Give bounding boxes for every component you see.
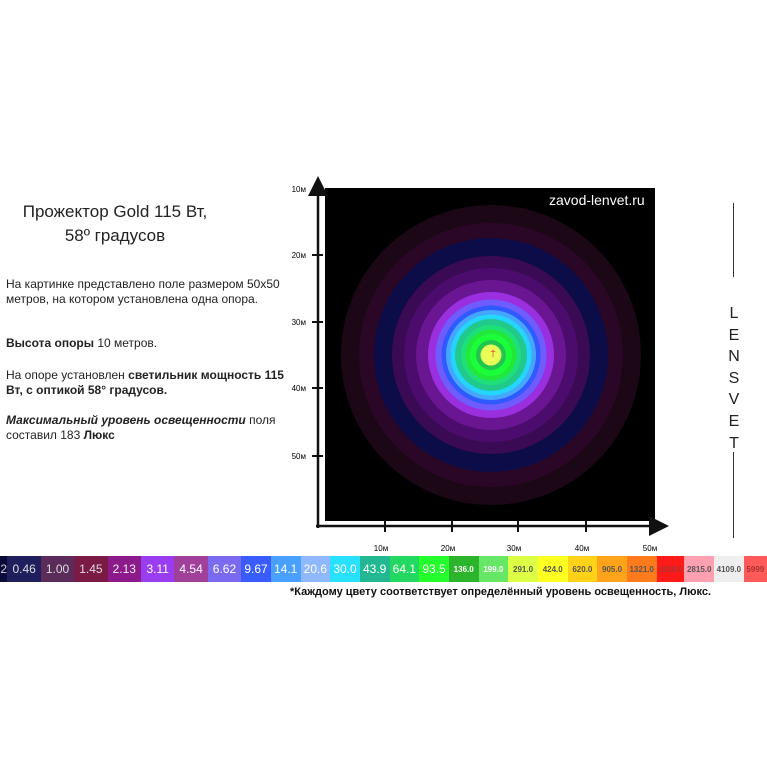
brand-letter: S (728, 369, 740, 387)
product-title-line1: Прожектор Gold 115 Вт, (22, 202, 208, 221)
color-scale-cell: 620.0 (567, 556, 598, 582)
brand-line-bottom (733, 452, 734, 538)
color-scale-footnote: *Каждому цвету соответствует определённы… (290, 586, 712, 598)
color-scale-cell: 93.5 (419, 556, 449, 582)
color-scale-cell: 2815.0 (684, 556, 715, 582)
y-tick-label: 20м (292, 251, 306, 260)
color-scale-cell: 9.67 (241, 556, 271, 582)
x-tick-label: 10м (374, 544, 388, 553)
color-scale-cell: 0.46 (7, 556, 41, 582)
field-description: На картинке представлено поле размером 5… (6, 277, 280, 306)
luminaire-text-start: На опоре установлен (6, 368, 129, 382)
color-scale-cell: 14.1 (270, 556, 301, 582)
y-axis-ticks: 10м 20м 30м 40м 50м (292, 185, 323, 461)
color-scale-cell: 2 (0, 556, 8, 582)
luminaire-text: На опоре установлен светильник мощность … (6, 368, 296, 398)
watermark-site: zavod-lenvet.ru (549, 192, 645, 208)
brand-letter: E (728, 412, 740, 430)
pole-height-value: 10 метров. (94, 336, 158, 350)
color-scale-cell: 3.11 (140, 556, 175, 582)
color-scale-cell: 2.13 (107, 556, 141, 582)
pole-height-label: Высота опоры (6, 336, 94, 350)
color-scale-cell: 30.0 (330, 556, 360, 582)
pole-height-text: Высота опоры 10 метров. (6, 336, 296, 351)
x-tick-label: 50м (643, 544, 657, 553)
max-illuminance-label: Максимальный уровень освещенности (6, 413, 246, 427)
max-illuminance-value: поля составил 183 (6, 413, 276, 442)
color-scale-cell: 291.0 (508, 556, 538, 582)
brand-letter: L (729, 305, 739, 322)
x-tick-label: 30м (507, 544, 521, 553)
y-tick-label: 40м (292, 384, 306, 393)
color-scale-cell: 4.54 (174, 556, 208, 582)
color-scale-cell: 43.9 (359, 556, 390, 582)
color-scale-cell: 1.45 (74, 556, 108, 582)
color-scale-cell: 20.6 (300, 556, 331, 582)
x-tick-label: 40м (575, 544, 589, 553)
brand-letter: E (728, 326, 740, 344)
illuminance-color-scale: 2 0.46 1.00 1.45 2.13 3.11 4.54 6.62 9.67 14.1 20.… (0, 556, 767, 582)
color-scale-cell: 199.0 (478, 556, 509, 582)
max-illuminance-text: Максимальный уровень освещенности поля с… (6, 413, 296, 443)
color-scale-cell: 424.0 (537, 556, 568, 582)
pole-marker: † (490, 349, 496, 360)
illuminance-rings (341, 205, 641, 505)
x-tick-label: 20м (441, 544, 455, 553)
y-tick-label: 30м (292, 318, 306, 327)
max-illuminance-unit: Люкс (83, 428, 115, 442)
product-title: Прожектор Gold 115 Вт, 58º градусов (0, 200, 230, 248)
luminaire-text-bold: светильник мощность 115 Вт, с оптикой 58… (6, 368, 284, 397)
y-tick-label: 50м (292, 452, 306, 461)
brand-letter: T (729, 434, 739, 452)
color-scale-cell: 1321.0 (626, 556, 657, 582)
color-scale-cell: 64.1 (389, 556, 420, 582)
brand-line-top (733, 203, 734, 277)
color-scale-cell: 4109.0 (714, 556, 744, 582)
color-scale-cell: 6.62 (207, 556, 242, 582)
y-tick-label: 10м (292, 185, 306, 194)
brand-letter: V (728, 391, 740, 409)
color-scale-cell: 1928.0 (656, 556, 685, 582)
x-axis-ticks: 10м 20м 30м 40м 50м (374, 520, 657, 553)
color-scale-cell: 905.0 (597, 556, 627, 582)
illuminance-ring (480, 344, 502, 366)
brand-letter: N (728, 348, 740, 366)
color-scale-cell: 5999 (743, 556, 767, 582)
product-title-line2: 58º градусов (64, 226, 166, 245)
color-scale-cell: 136.0 (448, 556, 479, 582)
color-scale-cell: 1.00 (40, 556, 75, 582)
